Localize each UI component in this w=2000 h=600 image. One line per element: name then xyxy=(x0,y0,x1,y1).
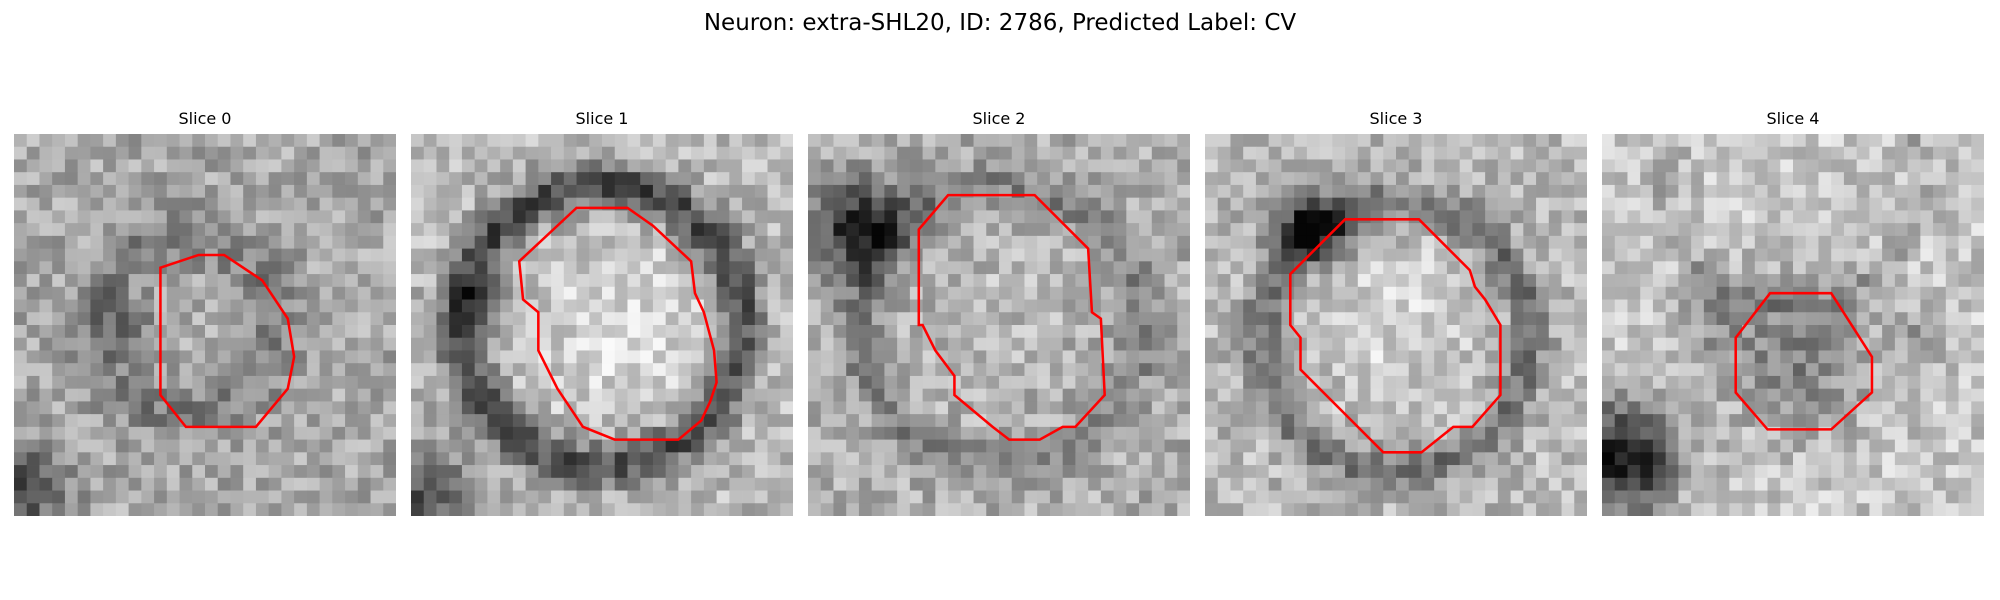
grayscale-pixels xyxy=(411,134,793,516)
figure-title: Neuron: extra-SHL20, ID: 2786, Predicted… xyxy=(703,10,1297,36)
grayscale-pixels xyxy=(808,134,1190,516)
slice-panel-2: Slice 2 xyxy=(808,108,1190,528)
grayscale-pixels xyxy=(14,134,396,516)
roi-contour xyxy=(1289,218,1502,454)
slice-panel-0: Slice 0 xyxy=(14,108,396,528)
slice-image xyxy=(1205,134,1587,516)
roi-contour xyxy=(1734,291,1874,431)
slice-image xyxy=(1602,134,1984,516)
slice-image xyxy=(411,134,793,516)
slice-title: Slice 3 xyxy=(1369,109,1423,128)
slice-image xyxy=(14,134,396,516)
slice-title: Slice 0 xyxy=(178,109,232,128)
slice-title: Slice 2 xyxy=(972,109,1026,128)
slice-panel-3: Slice 3 xyxy=(1205,108,1587,528)
slice-panel-4: Slice 4 xyxy=(1602,108,1984,528)
slice-title: Slice 1 xyxy=(575,109,629,128)
slice-panel-1: Slice 1 xyxy=(411,108,793,528)
roi-contour xyxy=(517,206,718,441)
grayscale-pixels xyxy=(1205,134,1587,516)
slice-title: Slice 4 xyxy=(1766,109,1820,128)
roi-contour xyxy=(159,253,296,429)
grayscale-pixels xyxy=(1602,134,1984,516)
roi-contour xyxy=(917,193,1106,441)
slice-image xyxy=(808,134,1190,516)
